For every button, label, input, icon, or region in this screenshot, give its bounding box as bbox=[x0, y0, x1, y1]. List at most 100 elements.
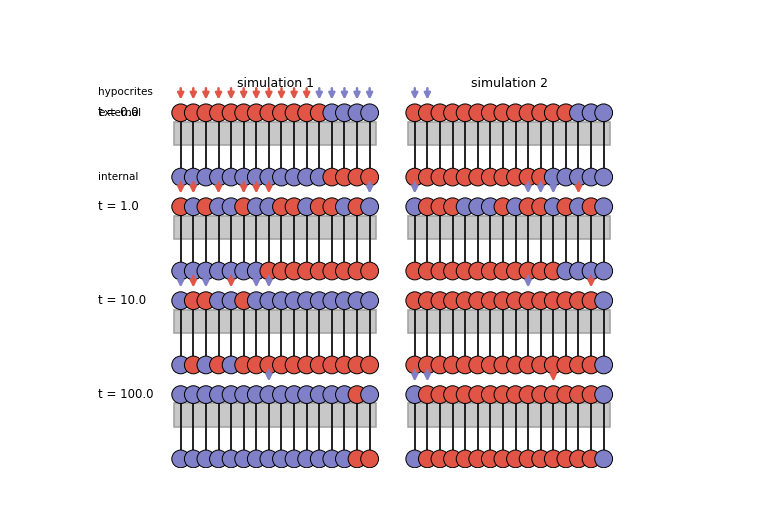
Circle shape bbox=[361, 198, 378, 216]
Circle shape bbox=[222, 292, 240, 309]
Circle shape bbox=[348, 262, 366, 280]
Circle shape bbox=[431, 198, 449, 216]
Circle shape bbox=[235, 168, 253, 186]
Text: simulation 1: simulation 1 bbox=[237, 77, 314, 90]
Circle shape bbox=[323, 356, 341, 374]
Circle shape bbox=[235, 262, 253, 280]
Circle shape bbox=[323, 198, 341, 216]
Circle shape bbox=[431, 262, 449, 280]
Circle shape bbox=[569, 104, 588, 122]
Circle shape bbox=[582, 356, 600, 374]
Circle shape bbox=[235, 356, 253, 374]
Bar bbox=[175, 403, 376, 427]
Circle shape bbox=[557, 386, 575, 403]
Circle shape bbox=[481, 386, 499, 403]
Circle shape bbox=[494, 168, 512, 186]
Circle shape bbox=[557, 450, 575, 468]
Bar bbox=[408, 403, 610, 427]
Circle shape bbox=[298, 292, 316, 309]
Circle shape bbox=[456, 262, 474, 280]
Circle shape bbox=[418, 262, 436, 280]
Circle shape bbox=[323, 386, 341, 403]
Circle shape bbox=[285, 198, 303, 216]
Circle shape bbox=[544, 356, 562, 374]
Circle shape bbox=[406, 386, 423, 403]
Circle shape bbox=[481, 450, 499, 468]
Circle shape bbox=[172, 450, 190, 468]
Circle shape bbox=[595, 168, 613, 186]
Circle shape bbox=[519, 262, 537, 280]
Circle shape bbox=[348, 450, 366, 468]
Circle shape bbox=[272, 356, 291, 374]
Circle shape bbox=[494, 450, 512, 468]
Circle shape bbox=[468, 450, 487, 468]
Circle shape bbox=[544, 292, 562, 309]
Circle shape bbox=[481, 356, 499, 374]
Circle shape bbox=[557, 168, 575, 186]
Circle shape bbox=[481, 292, 499, 309]
Circle shape bbox=[406, 292, 423, 309]
Circle shape bbox=[172, 292, 190, 309]
Circle shape bbox=[336, 386, 353, 403]
Text: internal: internal bbox=[98, 172, 139, 182]
Circle shape bbox=[348, 386, 366, 403]
Circle shape bbox=[544, 168, 562, 186]
Circle shape bbox=[172, 198, 190, 216]
Circle shape bbox=[519, 386, 537, 403]
Circle shape bbox=[481, 168, 499, 186]
Circle shape bbox=[418, 104, 436, 122]
Circle shape bbox=[235, 386, 253, 403]
Circle shape bbox=[348, 198, 366, 216]
Circle shape bbox=[456, 386, 474, 403]
Bar bbox=[408, 122, 610, 145]
Bar bbox=[408, 216, 610, 239]
Circle shape bbox=[418, 450, 436, 468]
Circle shape bbox=[431, 292, 449, 309]
Text: hypocrites: hypocrites bbox=[98, 87, 153, 97]
Circle shape bbox=[185, 292, 202, 309]
Circle shape bbox=[247, 168, 266, 186]
Circle shape bbox=[443, 104, 462, 122]
Circle shape bbox=[532, 292, 549, 309]
Circle shape bbox=[481, 262, 499, 280]
Circle shape bbox=[569, 198, 588, 216]
Circle shape bbox=[272, 292, 291, 309]
Circle shape bbox=[494, 104, 512, 122]
Circle shape bbox=[235, 450, 253, 468]
Circle shape bbox=[507, 386, 524, 403]
Circle shape bbox=[595, 104, 613, 122]
Circle shape bbox=[494, 198, 512, 216]
Circle shape bbox=[323, 262, 341, 280]
Circle shape bbox=[235, 198, 253, 216]
Circle shape bbox=[406, 168, 423, 186]
Circle shape bbox=[260, 450, 278, 468]
Circle shape bbox=[456, 292, 474, 309]
Circle shape bbox=[494, 356, 512, 374]
Text: t = 100.0: t = 100.0 bbox=[98, 388, 154, 401]
Circle shape bbox=[298, 450, 316, 468]
Circle shape bbox=[481, 104, 499, 122]
Circle shape bbox=[532, 450, 549, 468]
Circle shape bbox=[197, 292, 215, 309]
Circle shape bbox=[557, 356, 575, 374]
Circle shape bbox=[247, 356, 266, 374]
Circle shape bbox=[443, 262, 462, 280]
Circle shape bbox=[507, 168, 524, 186]
Circle shape bbox=[210, 356, 227, 374]
Circle shape bbox=[569, 168, 588, 186]
Circle shape bbox=[272, 104, 291, 122]
Circle shape bbox=[247, 104, 266, 122]
Circle shape bbox=[557, 292, 575, 309]
Circle shape bbox=[197, 262, 215, 280]
Circle shape bbox=[185, 168, 202, 186]
Circle shape bbox=[557, 262, 575, 280]
Circle shape bbox=[532, 104, 549, 122]
Circle shape bbox=[532, 198, 549, 216]
Circle shape bbox=[298, 356, 316, 374]
Circle shape bbox=[272, 450, 291, 468]
Circle shape bbox=[406, 356, 423, 374]
Circle shape bbox=[361, 104, 378, 122]
Circle shape bbox=[172, 104, 190, 122]
Circle shape bbox=[185, 262, 202, 280]
Circle shape bbox=[260, 198, 278, 216]
